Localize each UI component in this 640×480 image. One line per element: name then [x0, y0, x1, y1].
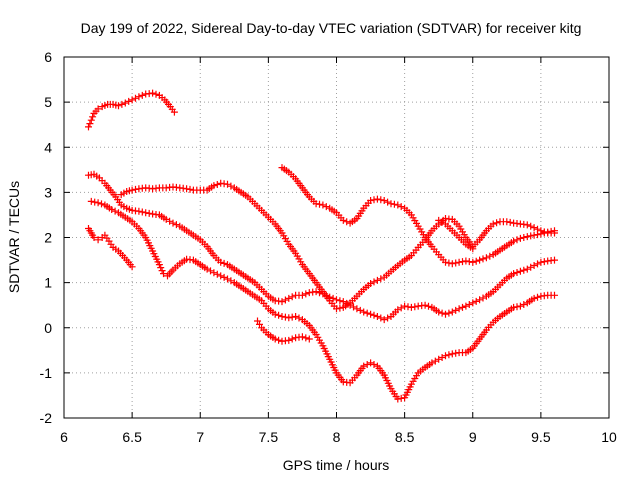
series-satellite-4	[85, 170, 558, 324]
x-tick-label: 10	[601, 429, 617, 445]
plus-markers	[85, 89, 178, 131]
x-tick-label: 6	[60, 429, 68, 445]
series-satellite-7	[435, 216, 477, 253]
x-tick-label: 7.5	[259, 429, 279, 445]
x-tick-labels: 6 6.5 7 7.5 8 8.5 9 9.5 10	[60, 429, 617, 445]
y-tick-label: 2	[44, 230, 52, 246]
plus-markers	[254, 317, 313, 345]
y-tick-label: 1	[44, 275, 52, 291]
y-tick-label: 6	[44, 49, 52, 65]
x-tick-label: 8	[333, 429, 341, 445]
y-tick-label: 3	[44, 184, 52, 200]
series-satellite-1	[85, 89, 178, 131]
y-tick-label: 4	[44, 139, 52, 155]
series-satellite-3	[87, 197, 558, 403]
y-tick-label: 0	[44, 320, 52, 336]
series-satellite-2	[85, 225, 136, 271]
plus-markers	[435, 216, 477, 253]
series-satellite-5	[117, 179, 558, 313]
x-tick-label: 8.5	[395, 429, 415, 445]
x-axis-label: GPS time / hours	[283, 457, 390, 473]
y-tick-label: -1	[40, 365, 53, 381]
data-series	[85, 89, 558, 403]
y-tick-label: 5	[44, 94, 52, 110]
plus-markers	[85, 170, 558, 324]
series-satellite-8	[254, 317, 313, 345]
x-tick-label: 7	[196, 429, 204, 445]
y-tick-label: -2	[40, 410, 53, 426]
x-tick-label: 6.5	[122, 429, 142, 445]
grid	[64, 57, 609, 418]
chart-title: Day 199 of 2022, Sidereal Day-to-day VTE…	[81, 20, 582, 36]
plus-markers	[85, 225, 136, 271]
x-tick-label: 9.5	[531, 429, 551, 445]
plus-markers	[87, 197, 558, 403]
plus-markers	[117, 179, 558, 313]
y-tick-labels: -2 -1 0 1 2 3 4 5 6	[40, 49, 53, 426]
x-tick-label: 9	[469, 429, 477, 445]
plot-frame	[63, 56, 610, 419]
y-axis-label: SDTVAR / TECUs	[6, 181, 22, 293]
plus-markers	[278, 164, 558, 268]
series-satellite-6	[278, 164, 558, 268]
